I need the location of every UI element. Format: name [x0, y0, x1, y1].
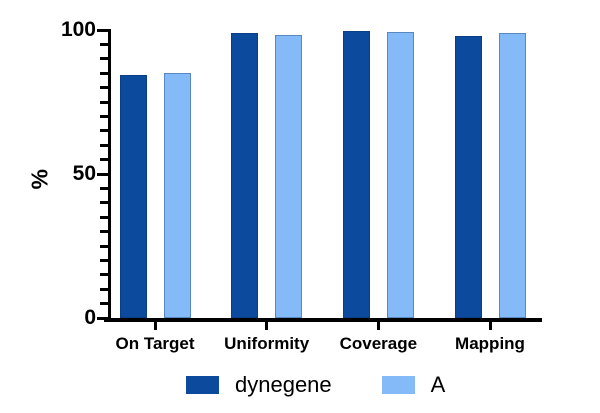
y-major-tick	[97, 316, 108, 320]
x-category-label: Mapping	[455, 334, 525, 353]
bar	[275, 34, 303, 318]
x-category-label: On Target	[115, 334, 195, 353]
bar	[163, 73, 191, 318]
y-minor-tick	[100, 71, 108, 75]
y-minor-tick	[100, 42, 108, 46]
x-category-label: Coverage	[339, 334, 418, 353]
bar	[454, 36, 482, 318]
x-category-tick	[376, 321, 380, 330]
y-minor-tick	[100, 258, 108, 262]
legend-swatch	[381, 376, 415, 394]
y-minor-tick	[100, 57, 108, 61]
y-tick-label: 0	[84, 306, 96, 330]
y-minor-tick	[100, 100, 108, 104]
bar	[119, 74, 147, 318]
y-minor-tick	[100, 114, 108, 118]
legend: dynegene A	[186, 373, 445, 397]
y-minor-tick	[100, 201, 108, 205]
x-category-tick	[153, 321, 157, 330]
y-minor-tick	[100, 244, 108, 248]
y-minor-tick	[100, 273, 108, 277]
x-axis-line	[104, 318, 542, 322]
y-minor-tick	[100, 143, 108, 147]
y-tick-label: 50	[72, 162, 96, 186]
y-major-tick	[97, 28, 108, 32]
legend-label: dynegene	[235, 372, 332, 397]
y-tick-label: 100	[60, 18, 96, 42]
y-minor-tick	[100, 186, 108, 190]
legend-swatch	[186, 376, 219, 394]
y-major-tick	[97, 172, 108, 176]
y-minor-tick	[100, 86, 108, 90]
x-category-tick	[488, 321, 492, 330]
legend-item: A	[381, 372, 446, 397]
y-minor-tick	[100, 158, 108, 162]
legend-item: dynegene	[186, 374, 332, 396]
y-minor-tick	[100, 215, 108, 219]
y-minor-tick	[100, 129, 108, 133]
bar	[342, 30, 370, 318]
bar	[386, 32, 414, 318]
y-minor-tick	[100, 287, 108, 291]
bar	[231, 33, 259, 318]
y-minor-tick	[100, 230, 108, 234]
y-axis-spine	[108, 28, 111, 322]
bar	[498, 33, 526, 318]
legend-label: A	[430, 372, 446, 397]
y-minor-tick	[100, 302, 108, 306]
x-category-label: Uniformity	[224, 334, 310, 353]
x-category-tick	[265, 321, 269, 330]
